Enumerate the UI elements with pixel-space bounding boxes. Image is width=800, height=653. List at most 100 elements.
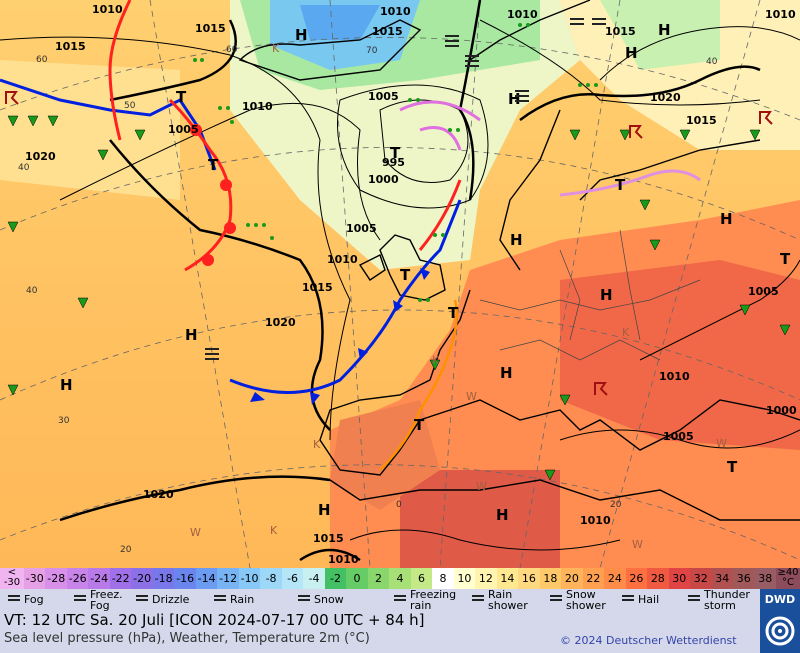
atlantic-mild: [0, 60, 180, 200]
scale-high-cell: ≥40 °C: [776, 567, 800, 589]
drizzle-icon: [134, 591, 152, 609]
valid-time-title: VT: 12 UTC Sa. 20 Juli [ICON 2024-07-17 …: [4, 611, 425, 629]
scale-cell: 12: [475, 568, 497, 589]
svg-text:K: K: [622, 326, 630, 339]
scale-cell: 20: [561, 568, 583, 589]
occlusion-east: [559, 169, 701, 197]
svg-text:1010: 1010: [242, 100, 273, 113]
svg-text:T: T: [780, 250, 791, 268]
scale-cell: -4: [303, 568, 325, 589]
svg-text:1000: 1000: [368, 173, 399, 186]
scale-cell: -6: [281, 568, 304, 589]
svg-text:H: H: [500, 364, 513, 382]
svg-text:1020: 1020: [265, 316, 296, 329]
svg-text:1010: 1010: [380, 5, 411, 18]
svg-text:1010: 1010: [659, 370, 690, 383]
svg-text:1010: 1010: [765, 8, 796, 21]
legend-label: Rain shower: [488, 588, 528, 612]
legend-label: Freez. Fog: [90, 588, 123, 612]
freezing-fog-icon: [72, 591, 90, 609]
svg-text:20: 20: [610, 500, 622, 510]
svg-text:W: W: [476, 480, 487, 493]
svg-text:H: H: [185, 326, 198, 344]
scale-cell: 38: [754, 568, 776, 589]
svg-text:50: 50: [124, 101, 136, 111]
scale-cell: -20: [131, 568, 153, 589]
svg-text:H: H: [720, 210, 733, 228]
svg-text:1000: 1000: [766, 404, 797, 417]
legend-label: Hail: [638, 593, 660, 606]
svg-text:H: H: [600, 286, 613, 304]
scale-cell: 6: [410, 568, 433, 589]
scale-cell: 22: [582, 568, 605, 589]
cold-front-triangles: [250, 268, 430, 405]
scale-cell: 16: [518, 568, 540, 589]
svg-text:1010: 1010: [327, 253, 358, 266]
hail-icon: [620, 591, 638, 609]
occlusion: [399, 100, 481, 151]
svg-text:W: W: [466, 390, 477, 403]
scale-cell: 34: [711, 568, 734, 589]
bold-isobars: [59, 0, 761, 562]
rain-icon: [212, 591, 230, 609]
warm-front-semicircles: [190, 124, 236, 266]
svg-text:1015: 1015: [195, 22, 226, 35]
svg-text:1015: 1015: [313, 532, 344, 545]
scale-cell: -8: [260, 568, 282, 589]
svg-text:40: 40: [706, 57, 718, 67]
scale-low-cell: < -30: [0, 568, 24, 589]
svg-text:1005: 1005: [368, 90, 399, 103]
scandinavia-mild: [560, 0, 800, 150]
svg-text:1010: 1010: [507, 8, 538, 21]
scale-cell: -2: [324, 568, 347, 589]
fog-symbols: [205, 18, 606, 360]
pressure-centers: H H H H H H H H H H H H T T T T T T T T …: [60, 21, 791, 524]
svg-text:1010: 1010: [328, 553, 359, 566]
svg-text:60: 60: [36, 55, 48, 65]
svg-text:1005: 1005: [663, 430, 694, 443]
dwd-swirl-icon: [765, 616, 795, 646]
svg-text:T: T: [208, 156, 219, 174]
legend-label: Snow shower: [566, 588, 606, 612]
scale-cell: 32: [690, 568, 712, 589]
svg-text:T: T: [448, 304, 459, 322]
scale-cell: 30: [668, 568, 691, 589]
freezing-rain-icon: [392, 591, 410, 609]
svg-text:T: T: [390, 144, 401, 162]
scale-cell: -16: [174, 568, 196, 589]
scale-cell: -30: [24, 568, 46, 589]
svg-text:1010: 1010: [580, 514, 611, 527]
svg-text:995: 995: [382, 156, 405, 169]
rain-symbols: [193, 23, 598, 302]
svg-text:K: K: [270, 524, 278, 537]
isobar-labels: 1010 1015 1020 1015 1010 1005 1005 1000 …: [25, 3, 797, 566]
scale-cell: -24: [88, 568, 110, 589]
thunderstorm-symbols: [5, 91, 773, 396]
svg-text:T: T: [615, 176, 626, 194]
copyright: © 2024 Deutscher Wetterdienst: [560, 634, 737, 647]
svg-text:40: 40: [26, 286, 38, 296]
cold-front: [229, 199, 462, 394]
svg-text:W: W: [632, 538, 643, 551]
warm-front-north: [108, 0, 132, 141]
scale-cell: 4: [389, 568, 411, 589]
svg-text:1010: 1010: [92, 3, 123, 16]
svg-text:H: H: [625, 44, 638, 62]
scale-cell: -18: [152, 568, 175, 589]
svg-text:1015: 1015: [686, 114, 717, 127]
thunderstorm-icon: [686, 591, 704, 609]
borders: [479, 229, 701, 361]
svg-text:1005: 1005: [168, 123, 199, 136]
scale-cell: -22: [109, 568, 132, 589]
scale-cell: 24: [604, 568, 626, 589]
snow-icon: [296, 591, 314, 609]
scale-cell: 26: [625, 568, 648, 589]
svg-text:K: K: [432, 354, 440, 367]
scale-cell: -10: [238, 568, 261, 589]
svg-text:W: W: [190, 526, 201, 539]
svg-text:1005: 1005: [748, 285, 779, 298]
svg-text:T: T: [400, 266, 411, 284]
svg-text:70: 70: [366, 46, 378, 56]
map-subtitle: Sea level pressure (hPa), Weather, Tempe…: [4, 631, 370, 646]
svg-text:1015: 1015: [605, 25, 636, 38]
